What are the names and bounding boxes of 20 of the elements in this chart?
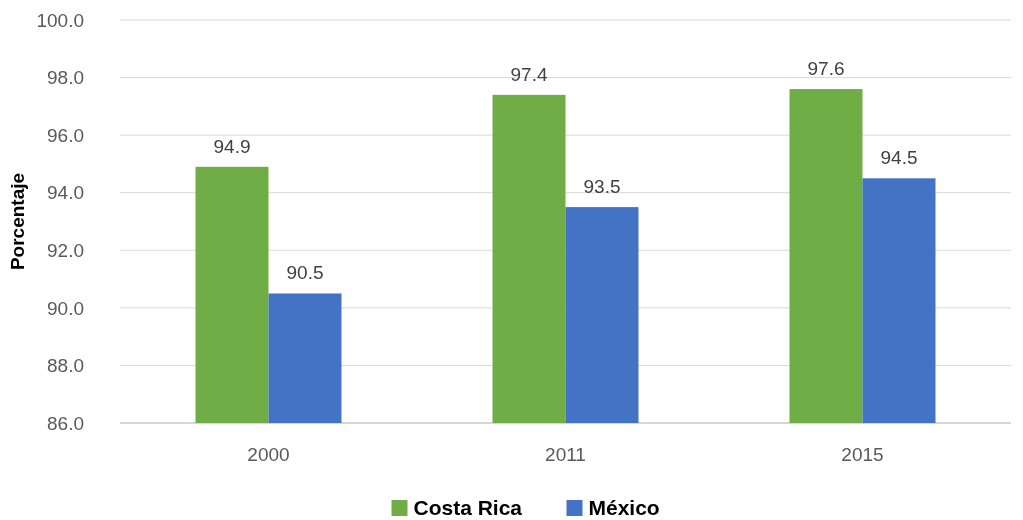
- x-tick-label: 2015: [841, 444, 884, 465]
- data-label: 94.9: [213, 135, 251, 157]
- x-tick-label: 2011: [545, 444, 586, 465]
- data-label: 93.5: [583, 176, 621, 198]
- y-tick-label: 98.0: [47, 67, 84, 89]
- data-label: 97.4: [510, 63, 548, 85]
- x-tick-label: 2000: [247, 444, 290, 465]
- legend-label: México: [588, 496, 660, 520]
- data-label: 90.5: [286, 262, 324, 284]
- legend-label: Costa Rica: [413, 496, 523, 520]
- y-axis-title: Porcentaje: [7, 172, 28, 271]
- data-label: 94.5: [880, 147, 918, 169]
- y-tick-label: 94.0: [47, 182, 84, 204]
- y-tick-label: 88.0: [47, 355, 84, 377]
- data-label: 97.6: [807, 58, 845, 80]
- y-tick-label: 100.0: [36, 9, 84, 31]
- y-tick-label: 90.0: [47, 297, 84, 319]
- y-tick-label: 96.0: [47, 124, 84, 146]
- y-tick-label: 92.0: [47, 239, 84, 261]
- y-tick-label: 86.0: [47, 412, 84, 434]
